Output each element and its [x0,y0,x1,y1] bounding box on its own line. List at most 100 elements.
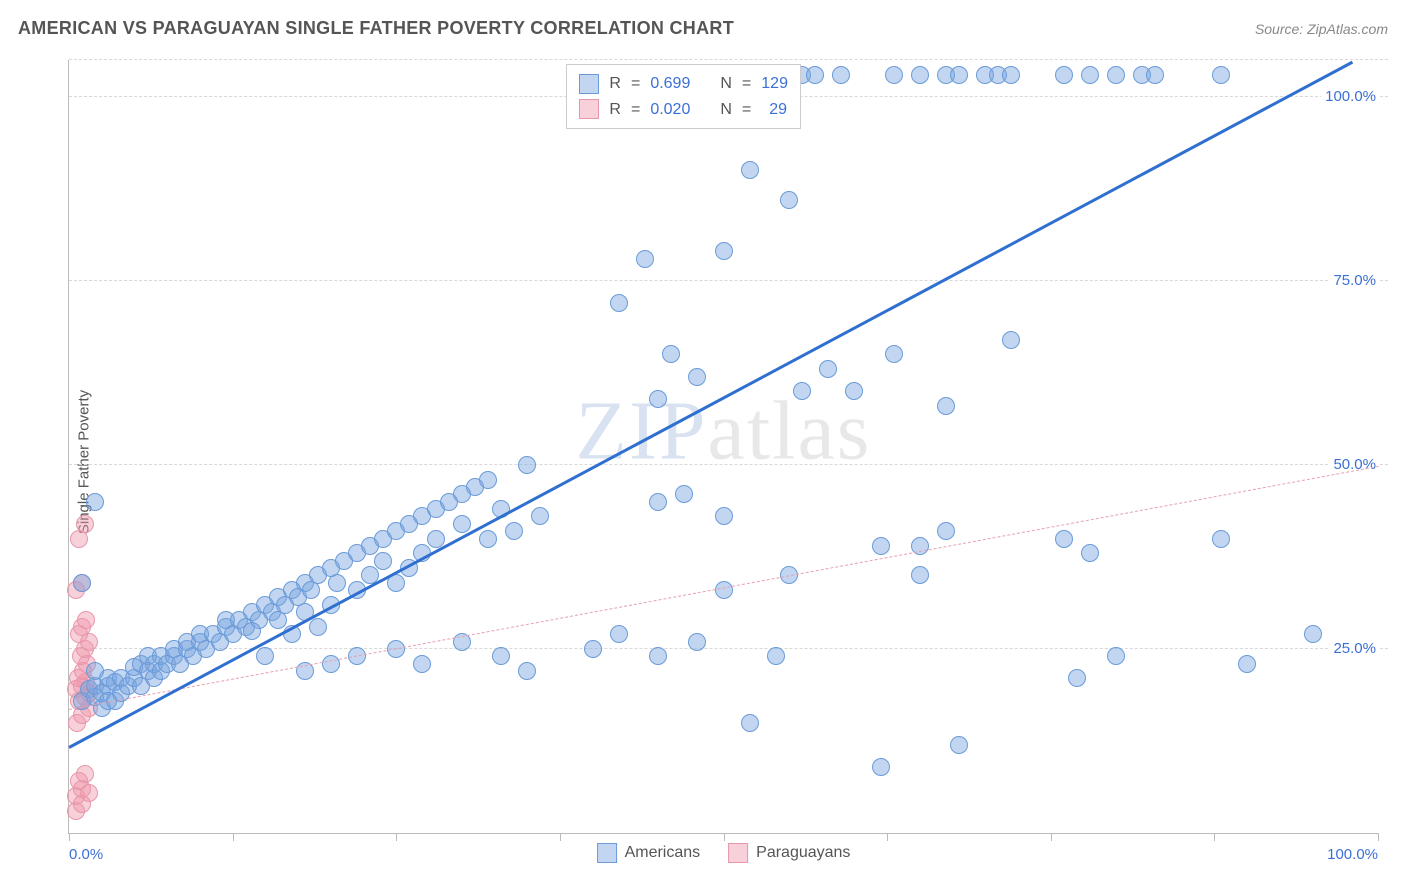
swatch-americans [579,74,599,94]
data-point-americans [950,66,968,84]
data-point-americans [269,611,287,629]
data-point-americans [1238,655,1256,673]
stats-legend: R = 0.699 N = 129 R = 0.020 N = 29 [566,64,801,129]
data-point-americans [86,493,104,511]
data-point-americans [793,382,811,400]
data-point-americans [584,640,602,658]
x-tick [1378,833,1379,841]
data-point-americans [86,662,104,680]
data-point-americans [662,345,680,363]
legend-item-paraguayans: Paraguayans [728,843,850,863]
data-point-americans [715,507,733,525]
data-point-americans [73,574,91,592]
trend-line [68,60,1353,748]
data-point-americans [413,655,431,673]
data-point-americans [688,368,706,386]
data-point-americans [741,161,759,179]
data-point-americans [767,647,785,665]
series-legend: Americans Paraguayans [597,843,851,863]
source-name: ZipAtlas.com [1307,21,1388,37]
data-point-americans [243,622,261,640]
gridline-h [69,280,1388,281]
chart-area: Single Father Poverty ZIPatlas R = 0.699… [18,50,1388,874]
legend-label-paraguayans: Paraguayans [756,844,850,862]
data-point-americans [1304,625,1322,643]
data-point-americans [492,647,510,665]
x-tick [724,833,725,841]
data-point-paraguayans [76,515,94,533]
gridline-h [69,464,1388,465]
data-point-americans [427,530,445,548]
data-point-americans [950,736,968,754]
source-prefix: Source: [1255,21,1307,37]
data-point-americans [518,662,536,680]
data-point-americans [1055,66,1073,84]
data-point-americans [1107,66,1125,84]
y-tick-label: 100.0% [1321,88,1380,105]
legend-label-americans: Americans [625,844,701,862]
plot-region: ZIPatlas R = 0.699 N = 129 R = 0.020 N = [68,60,1378,834]
data-point-americans [1068,669,1086,687]
r-value-paraguayans: 0.020 [650,97,690,123]
data-point-americans [1002,66,1020,84]
data-point-americans [715,242,733,260]
data-point-americans [309,618,327,636]
chart-source: Source: ZipAtlas.com [1255,21,1388,37]
data-point-americans [1081,66,1099,84]
r-label: R [609,71,621,97]
data-point-americans [636,250,654,268]
y-tick-label: 25.0% [1329,640,1380,657]
data-point-americans [675,485,693,503]
y-tick-label: 75.0% [1329,272,1380,289]
x-tick [887,833,888,841]
data-point-americans [649,647,667,665]
equals: = [631,97,640,123]
data-point-paraguayans [76,765,94,783]
data-point-americans [505,522,523,540]
gridline-h [69,59,1388,60]
n-label: N [720,97,732,123]
data-point-americans [741,714,759,732]
data-point-americans [479,471,497,489]
data-point-americans [453,515,471,533]
data-point-americans [328,574,346,592]
data-point-americans [819,360,837,378]
equals: = [631,71,640,97]
data-point-paraguayans [77,611,95,629]
data-point-americans [256,647,274,665]
stats-row-paraguayans: R = 0.020 N = 29 [579,97,788,123]
x-tick [1051,833,1052,841]
data-point-americans [1081,544,1099,562]
chart-title: AMERICAN VS PARAGUAYAN SINGLE FATHER POV… [18,18,734,39]
data-point-americans [688,633,706,651]
x-tick [396,833,397,841]
data-point-americans [1002,331,1020,349]
x-tick [69,833,70,841]
data-point-americans [1107,647,1125,665]
data-point-americans [937,397,955,415]
data-point-americans [872,537,890,555]
x-tick-label-right: 100.0% [1327,846,1378,863]
data-point-americans [374,552,392,570]
x-tick-label-left: 0.0% [69,846,103,863]
chart-header: AMERICAN VS PARAGUAYAN SINGLE FATHER POV… [18,18,1388,39]
data-point-americans [1146,66,1164,84]
swatch-americans-icon [597,843,617,863]
data-point-americans [610,625,628,643]
r-value-americans: 0.699 [650,71,690,97]
swatch-paraguayans [579,99,599,119]
data-point-americans [322,655,340,673]
data-point-americans [885,66,903,84]
n-label: N [720,71,732,97]
data-point-americans [806,66,824,84]
trend-line [69,465,1379,709]
data-point-americans [1212,530,1230,548]
x-tick [560,833,561,841]
data-point-americans [911,66,929,84]
r-label: R [609,97,621,123]
n-value-americans: 129 [761,71,788,97]
data-point-americans [649,493,667,511]
data-point-americans [845,382,863,400]
equals: = [742,71,751,97]
equals: = [742,97,751,123]
